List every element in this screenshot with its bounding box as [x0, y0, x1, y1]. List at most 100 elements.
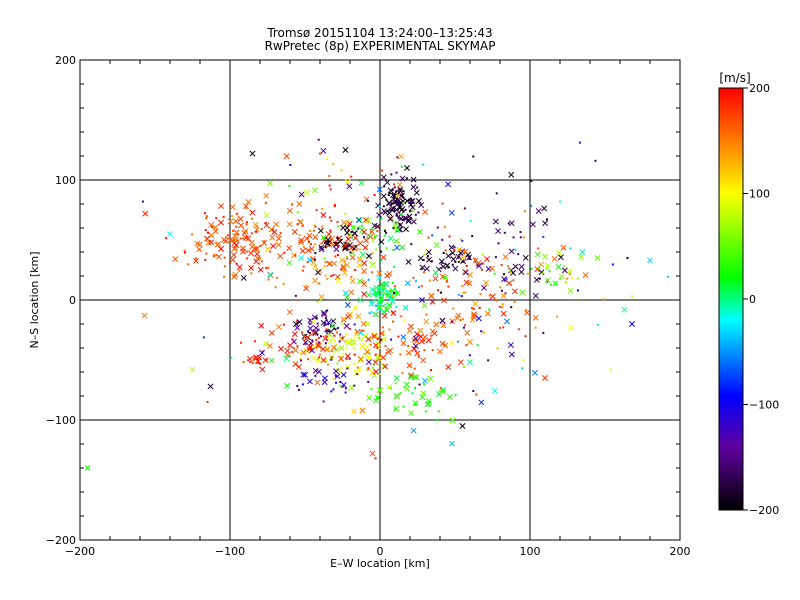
- scatter-point-dot: [401, 372, 404, 375]
- scatter-point-dot: [332, 327, 335, 330]
- scatter-point-x: [372, 359, 379, 366]
- scatter-point-dot: [500, 264, 503, 267]
- scatter-point-dot: [349, 251, 352, 254]
- scatter-point-x: [321, 311, 328, 318]
- scatter-point-dot: [336, 254, 339, 257]
- scatter-point-x: [321, 379, 328, 386]
- scatter-point-x: [432, 275, 439, 282]
- scatter-point-dot: [472, 313, 475, 316]
- scatter-point-dot: [315, 344, 318, 347]
- scatter-point-dot: [382, 284, 385, 287]
- scatter-point-x: [406, 327, 413, 334]
- scatter-point-dot: [403, 319, 406, 322]
- scatter-point-x: [374, 394, 381, 401]
- scatter-point-dot: [294, 254, 297, 257]
- scatter-point-dot: [414, 403, 417, 406]
- colorbar-label: [m/s]: [719, 71, 750, 85]
- scatter-point-dot: [299, 359, 302, 362]
- scatter-point-dot: [334, 381, 337, 384]
- scatter-point-x: [567, 287, 574, 294]
- scatter-point-dot: [353, 353, 356, 356]
- scatter-point-dot: [501, 306, 504, 309]
- scatter-point-x: [418, 202, 425, 209]
- scatter-point-x: [365, 359, 372, 366]
- scatter-point-x: [227, 236, 234, 243]
- scatter-point-x: [346, 183, 353, 190]
- scatter-point-dot: [396, 156, 399, 159]
- scatter-point-dot: [416, 340, 419, 343]
- scatter-point-dot: [378, 354, 381, 357]
- scatter-point-dot: [417, 211, 420, 214]
- scatter-point-dot: [387, 194, 390, 197]
- scatter-point-dot: [336, 225, 339, 228]
- scatter-point-x: [424, 401, 431, 408]
- scatter-point-dot: [224, 236, 227, 239]
- scatter-point-x: [440, 322, 447, 329]
- scatter-point-x: [519, 289, 526, 296]
- scatter-point-dot: [324, 261, 327, 264]
- scatter-point-x: [558, 273, 565, 280]
- scatter-point-x: [310, 319, 317, 326]
- scatter-point-dot: [205, 217, 208, 220]
- scatter-point-dot: [412, 209, 415, 212]
- scatter-point-dot: [375, 294, 378, 297]
- x-tick-label: 200: [670, 545, 691, 558]
- scatter-point-x: [318, 246, 325, 253]
- scatter-point-dot: [425, 248, 428, 251]
- scatter-point-dot: [329, 238, 332, 241]
- scatter-point-x: [249, 150, 256, 157]
- scatter-point-dot: [443, 225, 446, 228]
- scatter-point-dot: [239, 237, 242, 240]
- scatter-point-x: [446, 393, 453, 400]
- scatter-point-dot: [265, 267, 268, 270]
- scatter-point-dot: [187, 263, 190, 266]
- scatter-point-dot: [291, 203, 294, 206]
- scatter-point-x: [441, 297, 447, 304]
- scatter-point-x: [192, 258, 199, 264]
- scatter-point-dot: [296, 223, 299, 226]
- scatter-point-x: [386, 270, 393, 277]
- scatter-point-x: [242, 235, 249, 241]
- scatter-point-dot: [418, 329, 421, 332]
- scatter-point-dot: [380, 169, 383, 172]
- scatter-point-x: [385, 292, 392, 299]
- scatter-point-dot: [362, 280, 365, 283]
- scatter-point-x: [398, 215, 405, 222]
- scatter-point-dot: [332, 377, 335, 380]
- scatter-point-dot: [436, 226, 439, 229]
- scatter-point-dot: [510, 306, 513, 309]
- scatter-point-dot: [330, 219, 333, 222]
- scatter-point-x: [232, 236, 239, 243]
- colorbar-tick-label: −100: [749, 399, 779, 412]
- scatter-point-dot: [385, 352, 388, 355]
- scatter-point-x: [320, 357, 327, 364]
- scatter-point-x: [311, 187, 318, 194]
- scatter-point-dot: [494, 256, 497, 259]
- scatter-point-dot: [332, 356, 335, 359]
- scatter-point-x: [369, 450, 376, 457]
- scatter-point-x: [167, 231, 173, 237]
- scatter-point-dot: [369, 337, 372, 340]
- scatter-point-x: [338, 355, 345, 362]
- scatter-point-dot: [255, 230, 258, 233]
- scatter-point-dot: [315, 209, 318, 212]
- scatter-point-x: [467, 359, 473, 366]
- scatter-point-x: [448, 209, 455, 216]
- scatter-point-dot: [378, 226, 381, 229]
- scatter-point-dot: [393, 193, 396, 196]
- scatter-point-x: [350, 224, 357, 231]
- scatter-point-dot: [338, 340, 341, 343]
- scatter-point-dot: [411, 392, 414, 395]
- scatter-point-dot: [388, 191, 391, 194]
- scatter-point-dot: [343, 269, 346, 272]
- scatter-point-x: [351, 230, 358, 237]
- scatter-point-x: [378, 330, 385, 337]
- scatter-point-dot: [399, 392, 402, 395]
- scatter-point-dot: [223, 256, 226, 259]
- scatter-point-dot: [377, 336, 380, 339]
- scatter-point-dot: [349, 343, 352, 346]
- scatter-point-x: [324, 240, 331, 247]
- scatter-point-x: [263, 340, 269, 347]
- scatter-point-x: [369, 369, 376, 376]
- scatter-point-dot: [461, 284, 464, 287]
